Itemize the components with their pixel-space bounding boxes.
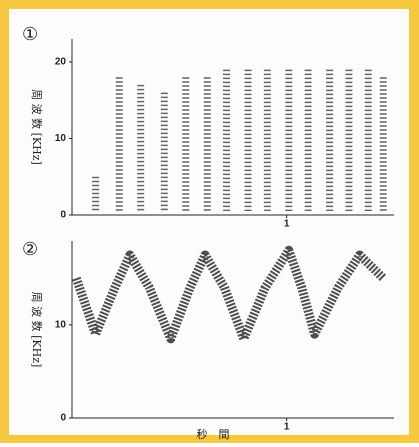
contour — [72, 245, 387, 344]
y-tick-label: 10 — [55, 133, 67, 144]
y-axis-label: 周 波 数 [KHz] — [30, 292, 43, 368]
panel-label: ① — [22, 24, 38, 45]
y-tick-label: 0 — [60, 413, 66, 424]
y-tick-label: 0 — [60, 210, 66, 221]
x-tick-label: 1 — [284, 422, 290, 433]
y-tick-label: 20 — [55, 57, 67, 68]
panel — [9, 9, 409, 435]
panel-label: ② — [22, 239, 38, 260]
x-axis-label: 秒 間 — [197, 427, 230, 441]
y-axis-label: 周 波 数 [KHz] — [30, 89, 43, 165]
x-tick-label: 1 — [284, 219, 290, 230]
y-tick-label: 10 — [55, 319, 67, 330]
